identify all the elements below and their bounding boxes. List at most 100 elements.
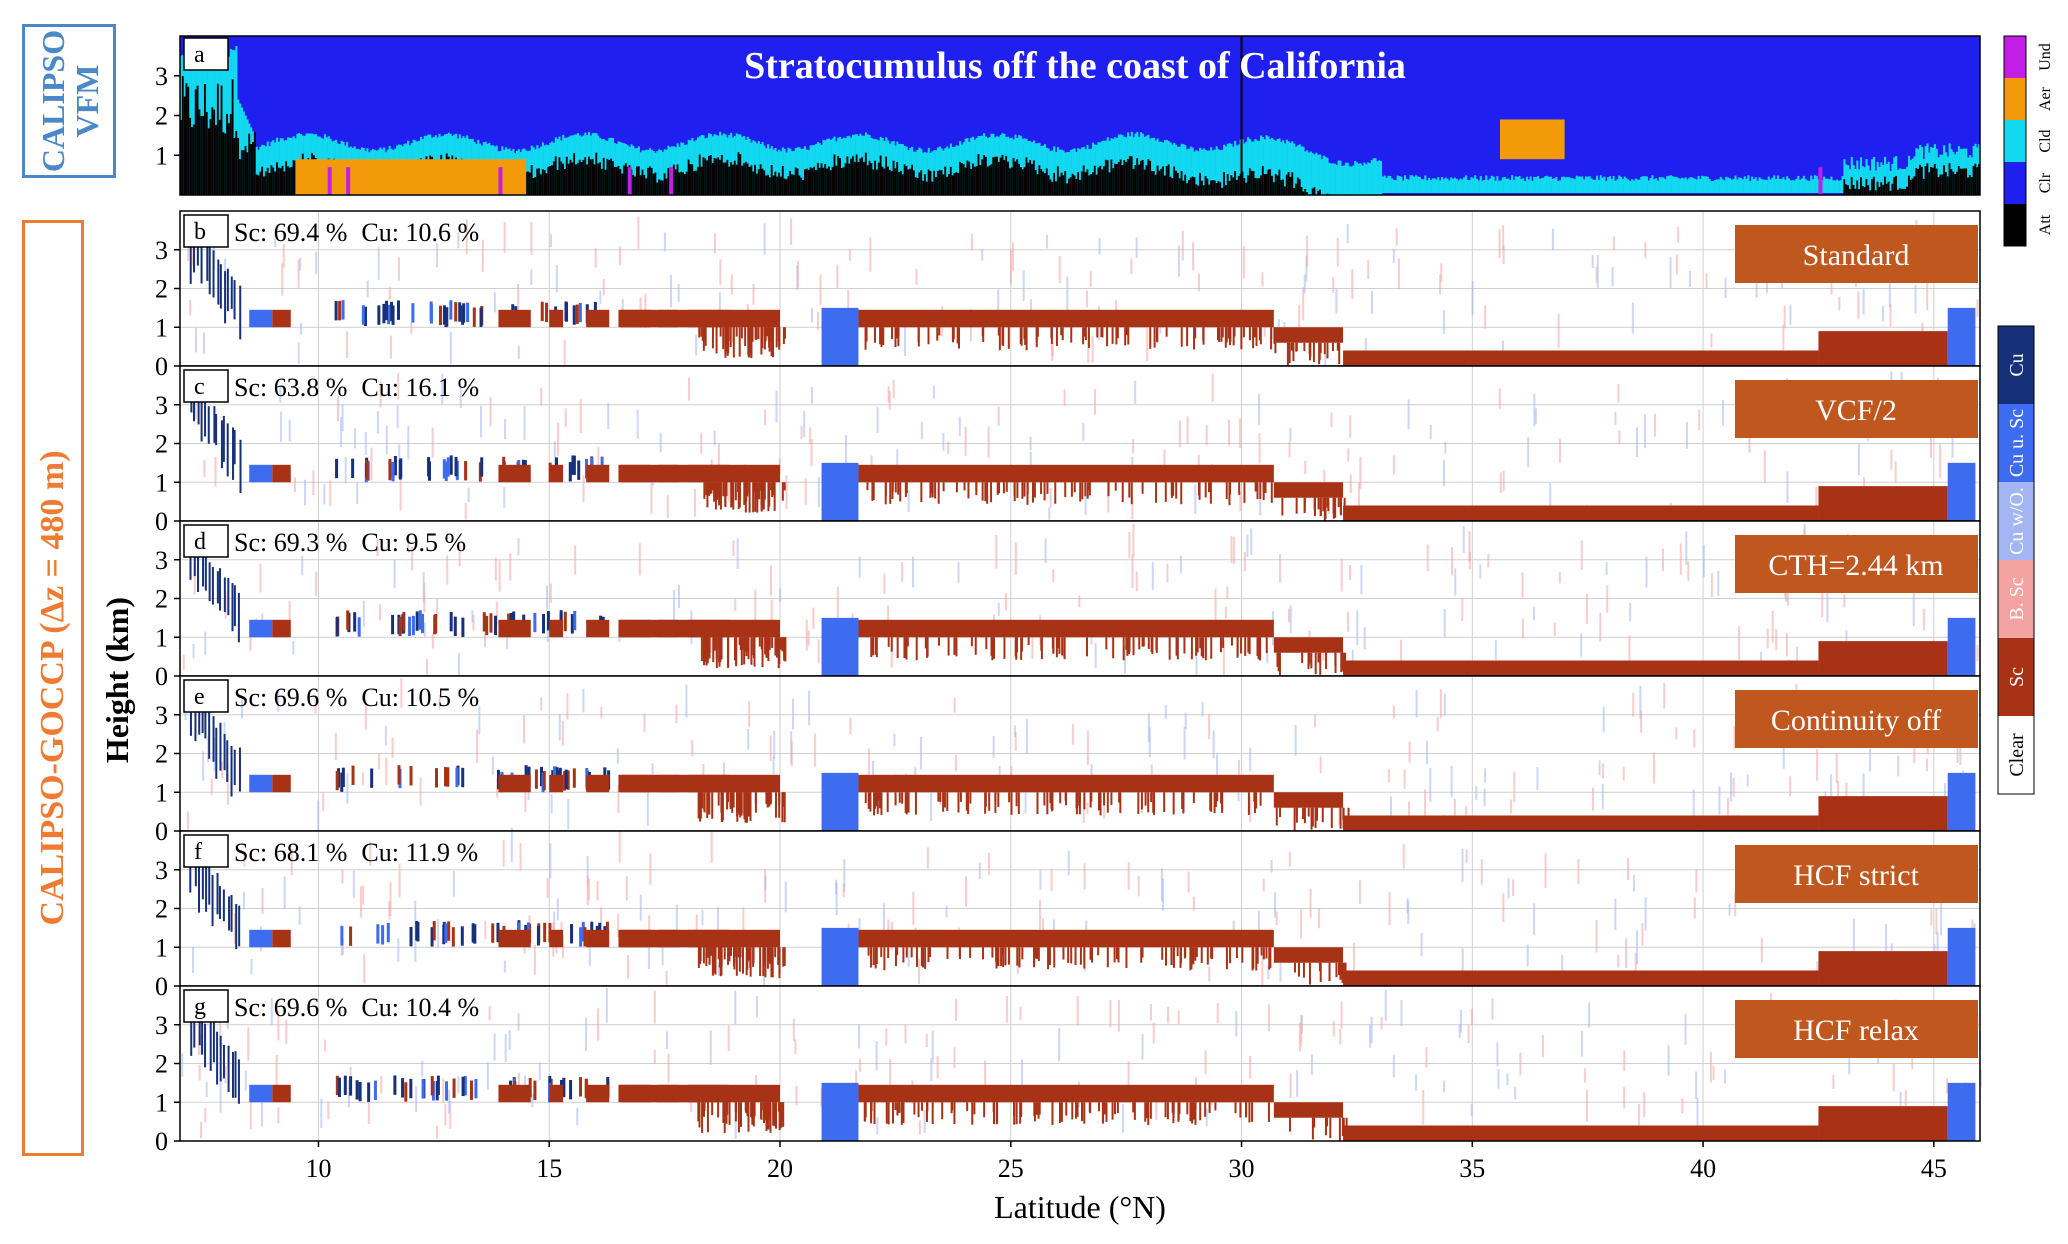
sc-fringe <box>1248 637 1251 655</box>
sc-fringe <box>1083 947 1086 969</box>
faint-detection <box>376 411 379 434</box>
faint-detection <box>582 688 585 713</box>
vfm-attenuated-column <box>861 157 864 195</box>
faint-detection <box>1332 276 1335 293</box>
vfm-cloud-column <box>774 147 777 195</box>
sc-fringe <box>730 792 733 809</box>
vfm-attenuated-column <box>946 176 949 195</box>
vfm-attenuated-column <box>864 152 867 195</box>
faint-detection <box>997 406 1000 426</box>
faint-detection <box>1677 226 1680 243</box>
sc-fringe <box>720 792 723 822</box>
faint-detection <box>549 843 552 879</box>
panel-b: b Sc: 69.4 % Cu: 10.6 %Standard <box>179 210 1981 367</box>
vfm-cloud-column <box>1370 160 1373 195</box>
cu-streak <box>223 577 226 613</box>
faint-detection <box>1232 536 1235 565</box>
sc-deck-segment <box>1343 1125 1819 1141</box>
sc-fringe <box>744 1102 747 1113</box>
vfm-attenuated-column <box>724 162 727 195</box>
sc-fringe <box>1234 1102 1237 1114</box>
vfm-attenuated-column <box>1010 167 1013 195</box>
faint-detection <box>567 798 570 830</box>
sc-fringe <box>735 947 738 976</box>
faint-detection <box>531 1093 534 1107</box>
faint-detection <box>695 914 698 944</box>
vfm-attenuated-column <box>567 163 570 195</box>
sc-fringe <box>1319 342 1322 353</box>
y-tick-label: 3 <box>155 1011 168 1040</box>
sc-fringe <box>1062 947 1065 960</box>
vfm-cloud-column <box>1680 177 1683 194</box>
cu-streak <box>239 285 242 340</box>
faint-detection <box>1130 258 1133 274</box>
sc-fringe <box>1277 652 1280 672</box>
sc-fringe <box>882 327 885 346</box>
faint-detection <box>1944 783 1947 807</box>
faint-detection <box>665 1031 668 1050</box>
faint-detection <box>784 881 787 913</box>
vfm-cloud-column <box>1721 179 1724 194</box>
vfm-cloud-column <box>1568 177 1571 194</box>
x-tick-label: 35 <box>1459 1154 1485 1183</box>
faint-detection <box>752 283 755 305</box>
panel-f-stats: Sc: 68.1 % Cu: 11.9 % <box>234 838 478 867</box>
sc-fringe <box>1083 1102 1086 1124</box>
vfm-attenuated-column <box>826 168 829 195</box>
sc-fringe <box>782 327 785 345</box>
goccp-legend-swatch <box>1998 326 2034 404</box>
panel-d-stats: Sc: 69.3 % Cu: 9.5 % <box>234 528 466 557</box>
sc-fringe <box>738 482 741 508</box>
faint-detection <box>1951 423 1954 458</box>
vfm-attenuated-column <box>1889 190 1892 195</box>
faint-detection <box>1216 754 1219 780</box>
faint-detection <box>677 284 680 302</box>
vfm-cloud-column <box>1226 143 1229 195</box>
faint-detection <box>327 1101 330 1120</box>
sc-fringe <box>1101 327 1104 338</box>
faint-detection <box>1298 1022 1301 1052</box>
faint-detection <box>1261 951 1264 986</box>
sc-fringe <box>905 947 908 958</box>
cu-streak <box>227 1045 230 1093</box>
faint-detection <box>1626 857 1629 881</box>
vfm-attenuated-column <box>883 168 886 195</box>
faint-detection <box>498 560 501 592</box>
sc-fringe <box>717 947 720 960</box>
faint-detection <box>340 417 343 448</box>
broken-cloud <box>391 305 395 325</box>
faint-detection <box>1204 1050 1207 1075</box>
faint-detection <box>1443 693 1446 716</box>
vfm-cloud-column <box>1573 179 1576 194</box>
vfm-attenuated-column <box>1265 173 1268 195</box>
cu-fraction: Cu: 16.1 % <box>361 373 479 402</box>
vfm-attenuated-column <box>1306 192 1309 195</box>
vfm-cloud-column <box>953 146 956 195</box>
sc-fringe <box>959 792 962 802</box>
sc-fringe <box>872 482 875 501</box>
vfm-cloud-column <box>1476 178 1479 194</box>
vfm-attenuated-column <box>820 163 823 195</box>
sc-fringe <box>1036 327 1039 337</box>
vfm-attenuated-column <box>833 154 836 195</box>
faint-detection <box>995 534 998 569</box>
sc-fringe <box>1070 327 1073 343</box>
panel-d: d Sc: 69.3 % Cu: 9.5 %CTH=2.44 km <box>179 520 1981 677</box>
vfm-cloud-column <box>1176 146 1179 195</box>
sc-fringe <box>1140 792 1143 810</box>
sc-fringe <box>994 792 997 813</box>
sc-fringe <box>990 482 993 503</box>
broken-cloud <box>434 768 438 788</box>
faint-detection <box>954 754 957 772</box>
vfm-cloud-column <box>224 54 227 195</box>
vfm-attenuated-column <box>678 172 681 195</box>
faint-detection <box>1583 1068 1586 1083</box>
faint-detection <box>1601 783 1604 809</box>
faint-detection <box>1461 948 1464 977</box>
faint-detection <box>1785 632 1788 657</box>
vfm-cloud-column <box>1073 148 1076 195</box>
vfm-attenuated-column <box>674 169 677 195</box>
faint-detection <box>1131 554 1134 589</box>
sc-fringe <box>712 637 715 663</box>
broken-cloud <box>458 302 462 322</box>
